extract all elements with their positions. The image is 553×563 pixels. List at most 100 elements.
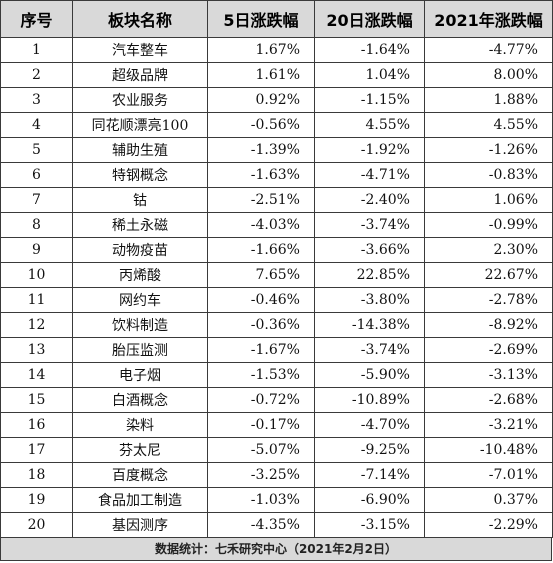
table-row: 14 电子烟 -1.53% -5.90% -3.13%	[0, 362, 553, 388]
sector-name: 电子烟	[72, 362, 208, 388]
header-row: 序号 板块名称 5日涨跌幅 20日涨跌幅 2021年涨跌幅	[0, 0, 553, 38]
change-2021: -0.99%	[424, 212, 553, 238]
row-index: 12	[0, 312, 73, 338]
change-20day: -10.89%	[314, 387, 425, 413]
row-index: 20	[0, 512, 73, 538]
change-20day: -1.64%	[314, 37, 425, 63]
sector-name: 染料	[72, 412, 208, 438]
change-2021: -8.92%	[424, 312, 553, 338]
change-5day: -2.51%	[207, 187, 315, 213]
sector-name: 网约车	[72, 287, 208, 313]
change-5day: -4.35%	[207, 512, 315, 538]
change-2021: -3.21%	[424, 412, 553, 438]
sector-name: 胎压监测	[72, 337, 208, 363]
table-body: 1 汽车整车 1.67% -1.64% -4.77% 2 超级品牌 1.61% 1.04% 8.0…	[0, 37, 553, 538]
change-20day: -3.15%	[314, 512, 425, 538]
data-source-footer: 数据统计：七禾研究中心（2021年2月2日）	[0, 537, 552, 561]
change-2021: 2.30%	[424, 237, 553, 263]
change-2021: -2.69%	[424, 337, 553, 363]
row-index: 2	[0, 62, 73, 88]
change-2021: -2.78%	[424, 287, 553, 313]
row-index: 9	[0, 237, 73, 263]
change-20day: -7.14%	[314, 462, 425, 488]
header-5day-change: 5日涨跌幅	[207, 0, 315, 38]
row-index: 13	[0, 337, 73, 363]
sector-name: 同花顺漂亮100	[72, 112, 208, 138]
table-row: 4 同花顺漂亮100 -0.56% 4.55% 4.55%	[0, 112, 553, 138]
sector-name: 动物疫苗	[72, 237, 208, 263]
change-2021: 4.55%	[424, 112, 553, 138]
row-index: 8	[0, 212, 73, 238]
sector-name: 钴	[72, 187, 208, 213]
row-index: 7	[0, 187, 73, 213]
row-index: 4	[0, 112, 73, 138]
table-row: 11 网约车 -0.46% -3.80% -2.78%	[0, 287, 553, 313]
change-20day: -1.15%	[314, 87, 425, 113]
table-row: 13 胎压监测 -1.67% -3.74% -2.69%	[0, 337, 553, 363]
change-2021: 8.00%	[424, 62, 553, 88]
change-2021: -2.29%	[424, 512, 553, 538]
change-20day: 22.85%	[314, 262, 425, 288]
table-row: 19 食品加工制造 -1.03% -6.90% 0.37%	[0, 487, 553, 513]
table-row: 2 超级品牌 1.61% 1.04% 8.00%	[0, 62, 553, 88]
change-5day: 1.67%	[207, 37, 315, 63]
header-20day-change: 20日涨跌幅	[314, 0, 425, 38]
change-2021: 1.88%	[424, 87, 553, 113]
table-row: 20 基因测序 -4.35% -3.15% -2.29%	[0, 512, 553, 538]
sector-name: 基因测序	[72, 512, 208, 538]
row-index: 11	[0, 287, 73, 313]
change-5day: -4.03%	[207, 212, 315, 238]
table-row: 3 农业服务 0.92% -1.15% 1.88%	[0, 87, 553, 113]
table-header: 序号 板块名称 5日涨跌幅 20日涨跌幅 2021年涨跌幅	[0, 0, 553, 38]
change-20day: -5.90%	[314, 362, 425, 388]
sector-name: 芬太尼	[72, 437, 208, 463]
row-index: 5	[0, 137, 73, 163]
sector-name: 辅助生殖	[72, 137, 208, 163]
row-index: 6	[0, 162, 73, 188]
change-20day: -6.90%	[314, 487, 425, 513]
sector-name: 食品加工制造	[72, 487, 208, 513]
table-row: 9 动物疫苗 -1.66% -3.66% 2.30%	[0, 237, 553, 263]
table-row: 15 白酒概念 -0.72% -10.89% -2.68%	[0, 387, 553, 413]
change-2021: -3.13%	[424, 362, 553, 388]
change-2021: -7.01%	[424, 462, 553, 488]
change-20day: -3.66%	[314, 237, 425, 263]
sector-performance-table: 序号 板块名称 5日涨跌幅 20日涨跌幅 2021年涨跌幅 1 汽车整车 1.67%…	[0, 0, 553, 538]
table-row: 17 芬太尼 -5.07% -9.25% -10.48%	[0, 437, 553, 463]
change-20day: -3.80%	[314, 287, 425, 313]
row-index: 14	[0, 362, 73, 388]
change-5day: -0.56%	[207, 112, 315, 138]
change-5day: -0.17%	[207, 412, 315, 438]
change-5day: 1.61%	[207, 62, 315, 88]
change-20day: -3.74%	[314, 337, 425, 363]
row-index: 3	[0, 87, 73, 113]
change-20day: 4.55%	[314, 112, 425, 138]
row-index: 17	[0, 437, 73, 463]
row-index: 16	[0, 412, 73, 438]
change-2021: -4.77%	[424, 37, 553, 63]
table-row: 10 丙烯酸 7.65% 22.85% 22.67%	[0, 262, 553, 288]
change-20day: -1.92%	[314, 137, 425, 163]
change-2021: -0.83%	[424, 162, 553, 188]
change-20day: -4.70%	[314, 412, 425, 438]
change-5day: -3.25%	[207, 462, 315, 488]
change-20day: -3.74%	[314, 212, 425, 238]
change-2021: -2.68%	[424, 387, 553, 413]
sector-name: 稀土永磁	[72, 212, 208, 238]
table-row: 12 饮料制造 -0.36% -14.38% -8.92%	[0, 312, 553, 338]
table-row: 1 汽车整车 1.67% -1.64% -4.77%	[0, 37, 553, 63]
change-2021: -1.26%	[424, 137, 553, 163]
change-2021: -10.48%	[424, 437, 553, 463]
sector-name: 丙烯酸	[72, 262, 208, 288]
sector-name: 超级品牌	[72, 62, 208, 88]
change-5day: 7.65%	[207, 262, 315, 288]
row-index: 15	[0, 387, 73, 413]
change-20day: -14.38%	[314, 312, 425, 338]
change-5day: -0.36%	[207, 312, 315, 338]
change-2021: 1.06%	[424, 187, 553, 213]
change-20day: -2.40%	[314, 187, 425, 213]
table-row: 18 百度概念 -3.25% -7.14% -7.01%	[0, 462, 553, 488]
row-index: 18	[0, 462, 73, 488]
change-5day: -1.53%	[207, 362, 315, 388]
